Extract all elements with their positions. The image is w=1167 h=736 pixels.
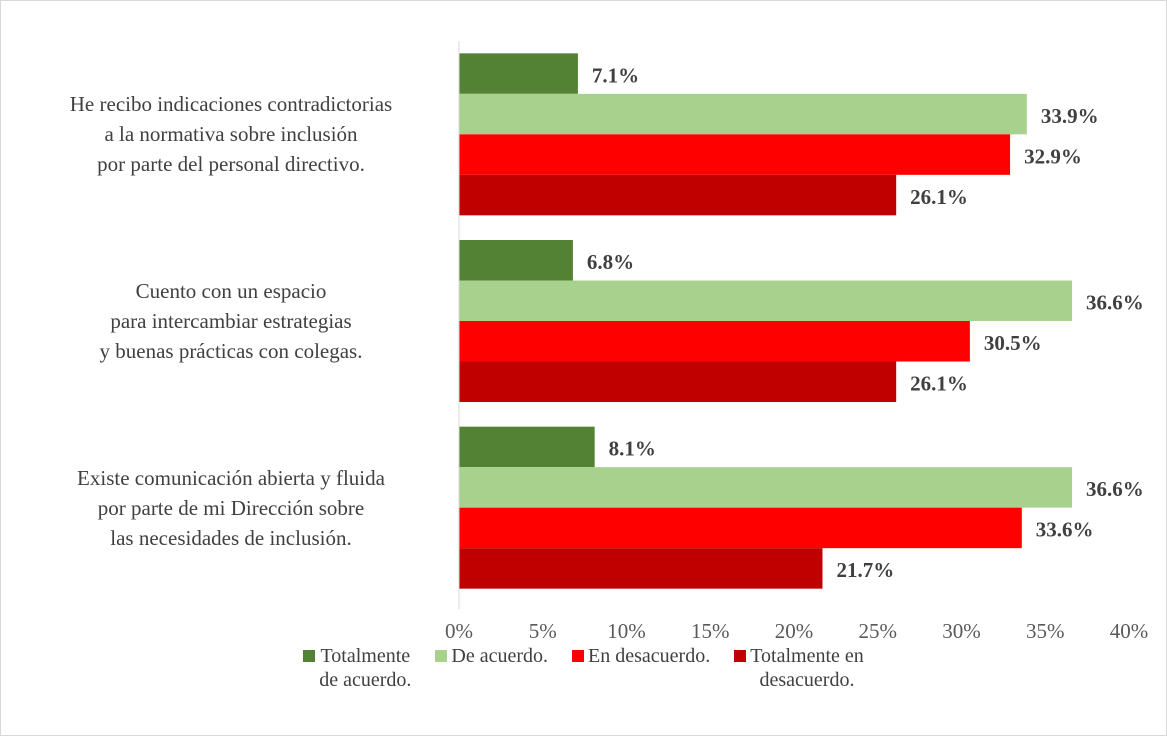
bar [459,426,595,468]
bar [459,548,823,589]
legend-item: En desacuerdo. [572,644,710,692]
bar [459,467,1073,508]
data-label: 36.6% [1086,291,1144,315]
legend-swatch [572,650,585,662]
legend-swatch [435,650,448,662]
data-label: 36.6% [1086,477,1144,501]
data-label: 33.9% [1041,104,1099,128]
legend-label: En desacuerdo. [588,645,711,667]
bar [459,240,573,281]
bar [459,280,1073,321]
bar [459,53,578,94]
category-label: He recibo indicaciones contradictorias a… [69,92,393,177]
x-tick-label: 0% [445,619,473,643]
legend-item: Totalmente de acuerdo. [303,644,411,692]
legend-item: De acuerdo. [435,644,548,692]
data-label: 26.1% [910,372,968,396]
x-tick-label: 15% [691,619,730,643]
data-label: 6.8% [587,250,634,274]
bar [459,321,970,362]
bar [459,361,897,402]
x-tick-label: 40% [1110,619,1149,643]
category-label: Cuento con un espacio para intercambiar … [99,279,363,363]
bar [459,507,1022,549]
bar [459,93,1027,135]
legend: Totalmente de acuerdo. De acuerdo. En desa… [1,644,1166,692]
legend-label: Totalmente de acuerdo. [319,645,412,691]
x-tick-label: 10% [607,619,646,643]
legend-swatch [303,650,316,662]
bar [459,134,1011,175]
category-label: Existe comunicación abierta y fluida por… [77,465,385,550]
x-tick-label: 20% [775,619,814,643]
legend-item: Totalmente en desacuerdo. [734,644,864,692]
data-label: 33.6% [1036,518,1094,542]
legend-swatch [734,650,747,662]
x-tick-label: 35% [1026,619,1065,643]
data-label: 7.1% [592,63,639,87]
x-tick-label: 25% [859,619,898,643]
data-label: 8.1% [609,437,656,461]
legend-label: Totalmente en desacuerdo. [750,645,864,691]
bar [459,174,897,216]
legend-label: De acuerdo. [451,645,549,667]
data-label: 30.5% [984,331,1042,355]
data-label: 26.1% [910,185,968,209]
x-tick-label: 5% [529,619,557,643]
data-label: 32.9% [1024,144,1082,168]
data-label: 21.7% [836,558,894,582]
x-tick-label: 30% [942,619,981,643]
